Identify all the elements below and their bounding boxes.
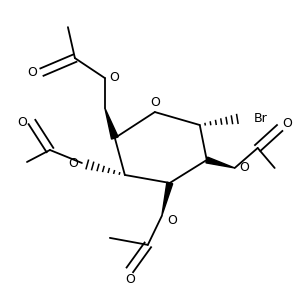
Text: O: O: [150, 95, 160, 109]
Text: O: O: [68, 157, 78, 171]
Text: O: O: [167, 214, 177, 227]
Text: O: O: [27, 66, 37, 79]
Polygon shape: [105, 108, 118, 139]
Text: Br: Br: [254, 112, 268, 124]
Text: O: O: [239, 161, 249, 175]
Text: O: O: [125, 273, 135, 286]
Polygon shape: [162, 182, 173, 216]
Polygon shape: [206, 157, 235, 168]
Text: O: O: [17, 116, 27, 128]
Text: O: O: [109, 71, 119, 84]
Text: O: O: [283, 117, 293, 130]
